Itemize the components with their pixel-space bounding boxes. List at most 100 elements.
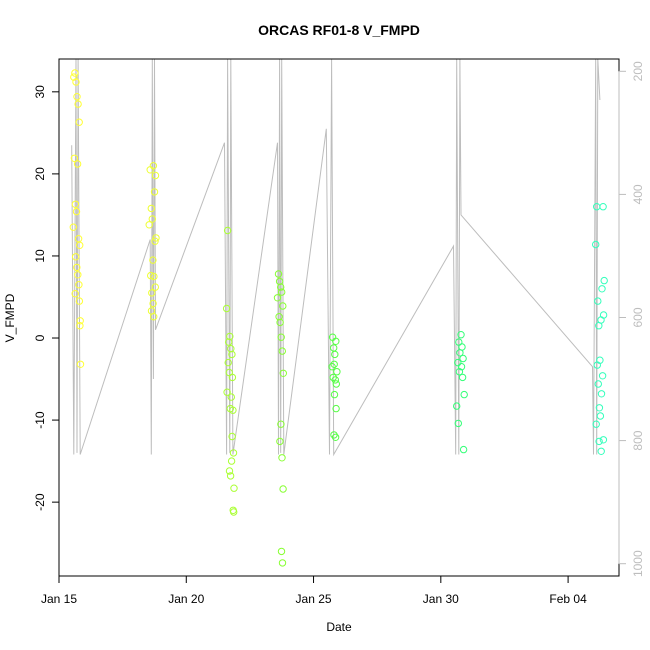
data-point xyxy=(148,289,156,297)
data-point xyxy=(598,285,606,293)
data-point xyxy=(149,299,157,308)
data-point xyxy=(76,241,84,250)
right-axis: 200 400 600 800 1000 xyxy=(618,61,645,577)
data-point xyxy=(279,302,287,310)
data-point xyxy=(70,154,79,163)
data-point xyxy=(229,506,237,514)
data-point xyxy=(331,376,339,384)
data-point xyxy=(275,277,284,286)
data-point xyxy=(276,318,284,327)
data-point xyxy=(222,304,231,313)
data-point xyxy=(332,337,340,345)
data-point xyxy=(278,454,286,462)
data-point xyxy=(596,356,604,364)
data-point xyxy=(277,420,285,428)
data-point xyxy=(150,272,158,281)
data-point xyxy=(149,256,157,264)
y-tick-label: 20 xyxy=(33,167,47,181)
data-point xyxy=(73,263,81,272)
overlay-line xyxy=(71,58,601,457)
data-point xyxy=(279,485,287,493)
x-tick-label: Jan 15 xyxy=(41,592,77,606)
data-point xyxy=(274,270,283,278)
data-point xyxy=(454,419,462,428)
chart-title: ORCAS RF01-8 V_FMPD xyxy=(258,22,420,38)
data-point xyxy=(277,547,286,556)
data-point xyxy=(278,347,286,355)
data-point xyxy=(592,420,600,428)
data-point xyxy=(273,294,282,302)
data-point xyxy=(69,223,78,231)
plot-frame xyxy=(58,58,620,577)
data-point xyxy=(73,93,81,101)
data-point xyxy=(599,436,608,444)
data-point xyxy=(460,390,468,399)
right-tick-label: 1000 xyxy=(631,550,645,577)
right-tick-label: 600 xyxy=(631,307,645,327)
data-point xyxy=(223,388,231,396)
data-point xyxy=(147,204,156,213)
data-point xyxy=(453,402,461,410)
data-point xyxy=(76,322,84,330)
data-point xyxy=(228,350,236,359)
data-point xyxy=(74,271,82,279)
data-point xyxy=(328,363,336,371)
x-tick-label: Jan 30 xyxy=(423,592,459,606)
data-point xyxy=(598,372,607,380)
data-point xyxy=(145,221,153,229)
data-point xyxy=(226,472,235,480)
data-point xyxy=(277,333,285,341)
y-axis-label: V_FMPD xyxy=(3,293,17,342)
data-point xyxy=(330,390,339,399)
data-point xyxy=(595,404,604,412)
data-point xyxy=(332,380,340,388)
data-point xyxy=(151,171,160,180)
data-point xyxy=(150,313,158,321)
data-point xyxy=(228,432,236,441)
data-point xyxy=(71,200,80,209)
data-point xyxy=(149,162,158,170)
x-axis: Jan 15 Jan 20 Jan 25 Jan 30 Feb 04 xyxy=(41,575,587,606)
y-axis: -20 -10 0 10 20 30 xyxy=(33,85,60,511)
x-tick-label: Jan 20 xyxy=(168,592,204,606)
data-point xyxy=(458,373,467,382)
data-point xyxy=(457,331,465,339)
data-point xyxy=(457,363,466,371)
y-tick-label: 30 xyxy=(33,85,47,99)
data-point xyxy=(225,338,233,346)
data-point xyxy=(594,380,602,388)
data-point xyxy=(151,283,160,291)
x-tick-label: Feb 04 xyxy=(549,592,587,606)
data-point xyxy=(594,297,602,305)
data-point xyxy=(229,406,237,414)
right-tick-label: 400 xyxy=(631,184,645,204)
data-point xyxy=(275,313,283,321)
data-point xyxy=(72,253,80,261)
data-point xyxy=(279,369,287,377)
data-point xyxy=(329,373,337,382)
data-point xyxy=(595,437,603,446)
data-point xyxy=(596,412,605,420)
data-point xyxy=(152,234,160,242)
data-point xyxy=(147,271,155,280)
data-point xyxy=(330,431,338,439)
data-point xyxy=(226,332,234,341)
data-point xyxy=(593,361,601,369)
data-point xyxy=(227,345,235,353)
data-point xyxy=(73,160,82,168)
data-point xyxy=(278,559,287,567)
data-point xyxy=(225,467,234,475)
data-point xyxy=(600,276,608,285)
data-point xyxy=(75,118,83,126)
right-tick-label: 800 xyxy=(631,430,645,450)
data-point xyxy=(331,350,339,359)
data-point xyxy=(454,358,462,367)
data-point xyxy=(595,322,603,330)
data-point xyxy=(76,317,84,325)
data-point xyxy=(72,78,80,86)
data-point xyxy=(227,457,236,465)
data-point xyxy=(278,288,286,296)
x-tick-label: Jan 25 xyxy=(296,592,332,606)
data-point xyxy=(150,188,159,196)
